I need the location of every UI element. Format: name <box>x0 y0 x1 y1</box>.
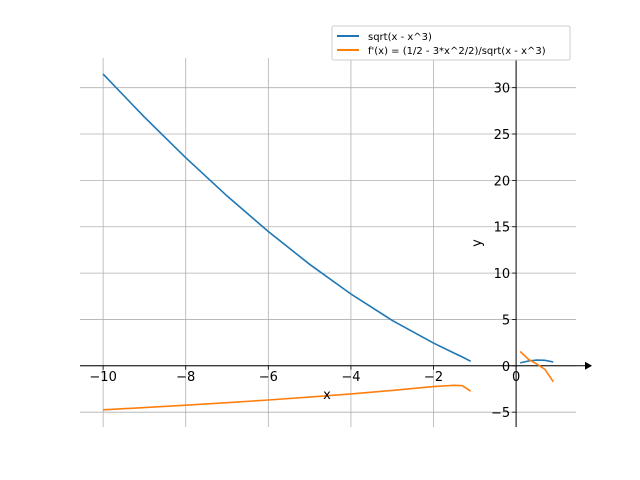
series-line-derivative <box>519 350 554 383</box>
series-line-sqrt <box>520 359 554 364</box>
y-tick-label: 25 <box>494 128 511 143</box>
legend-box <box>331 25 571 61</box>
y-tick-label: −5 <box>491 406 510 421</box>
x-tick-label: −10 <box>89 370 116 385</box>
y-tick-label: 5 <box>502 313 510 328</box>
tick-labels: −10 −8 −6 −4 −2 0 −5 0 5 10 15 20 25 30 <box>89 82 520 421</box>
x-axis-label: x <box>323 388 331 403</box>
y-tick-label: 20 <box>494 174 511 189</box>
y-tick-label: 0 <box>502 360 510 375</box>
axes <box>80 47 592 427</box>
y-axis-label: y <box>470 239 485 247</box>
x-axis-arrow-icon <box>585 361 592 370</box>
y-tick-label: 10 <box>494 267 511 282</box>
plot-lines <box>102 73 554 411</box>
y-tick-label: 30 <box>494 82 511 97</box>
x-tick-label: −8 <box>176 370 195 385</box>
legend: sqrt(x - x^3) f'(x) = (1/2 - 3*x^2/2)/sq… <box>331 25 571 61</box>
legend-label-sqrt: sqrt(x - x^3) <box>368 32 432 43</box>
x-tick-label: −6 <box>259 370 278 385</box>
x-tick-label: −4 <box>341 370 360 385</box>
series-line-derivative <box>103 384 472 411</box>
y-tick-label: 15 <box>494 221 511 236</box>
x-tick-label: −2 <box>424 370 443 385</box>
series-line-sqrt <box>102 73 472 363</box>
legend-label-derivative: f'(x) = (1/2 - 3*x^2/2)/sqrt(x - x^3) <box>368 46 546 57</box>
x-tick-label: 0 <box>512 370 520 385</box>
